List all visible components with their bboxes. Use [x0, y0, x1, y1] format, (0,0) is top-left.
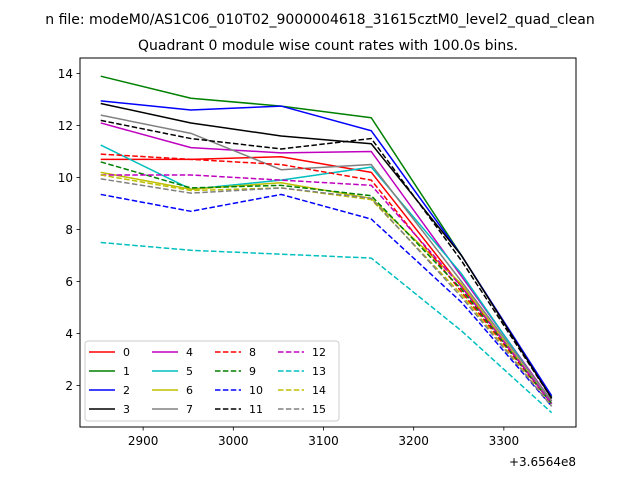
legend-label-14: 14 [312, 384, 326, 397]
x-axis-offset-label: +3.6564e8 [509, 455, 576, 469]
legend-label-1: 1 [123, 365, 130, 378]
y-axis: 2 4 6 8 10 12 14 [58, 67, 80, 393]
legend-label-9: 9 [249, 365, 256, 378]
legend-label-2: 2 [123, 384, 130, 397]
axes-frame [79, 57, 577, 428]
y-tick-label: 12 [58, 119, 73, 133]
legend-label-10: 10 [249, 384, 263, 397]
legend-label-12: 12 [312, 346, 326, 359]
series-line-8 [100, 153, 553, 405]
series-line-14 [100, 174, 553, 407]
y-tick-label: 10 [58, 171, 73, 185]
figure-suptitle: n file: modeM0/AS1C06_010T02_9000004618_… [45, 12, 594, 28]
series-line-15 [100, 178, 553, 407]
y-tick-label: 6 [65, 275, 73, 289]
legend-label-4: 4 [186, 346, 193, 359]
series-line-11 [100, 119, 553, 399]
legend-label-5: 5 [186, 365, 193, 378]
legend-label-3: 3 [123, 403, 130, 416]
series-line-10 [100, 193, 553, 407]
x-axis: 2900 3000 3100 3200 3300 [128, 427, 519, 448]
legend-label-13: 13 [312, 365, 326, 378]
series-line-4 [100, 122, 553, 402]
x-tick-label: 2900 [128, 434, 159, 448]
chart-title: Quadrant 0 module wise count rates with … [138, 38, 518, 54]
series-line-13 [100, 241, 553, 414]
legend-label-11: 11 [249, 403, 263, 416]
y-tick-label: 4 [65, 327, 73, 341]
y-tick-label: 2 [65, 379, 73, 393]
x-tick-label: 3100 [308, 434, 339, 448]
legend-label-0: 0 [123, 346, 130, 359]
legend-label-8: 8 [249, 346, 256, 359]
legend-label-7: 7 [186, 403, 193, 416]
legend-box [84, 340, 340, 422]
series-line-12 [100, 174, 553, 405]
y-tick-label: 14 [58, 67, 73, 81]
series-line-9 [100, 161, 553, 405]
legend-label-15: 15 [312, 403, 326, 416]
y-tick-label: 8 [65, 223, 73, 237]
series-layer [100, 75, 553, 414]
x-tick-label: 3300 [489, 434, 520, 448]
x-tick-label: 3200 [398, 434, 429, 448]
series-line-5 [100, 144, 553, 405]
series-line-7 [100, 114, 553, 402]
legend-label-6: 6 [186, 384, 193, 397]
x-tick-label: 3000 [218, 434, 249, 448]
series-line-3 [100, 102, 553, 399]
